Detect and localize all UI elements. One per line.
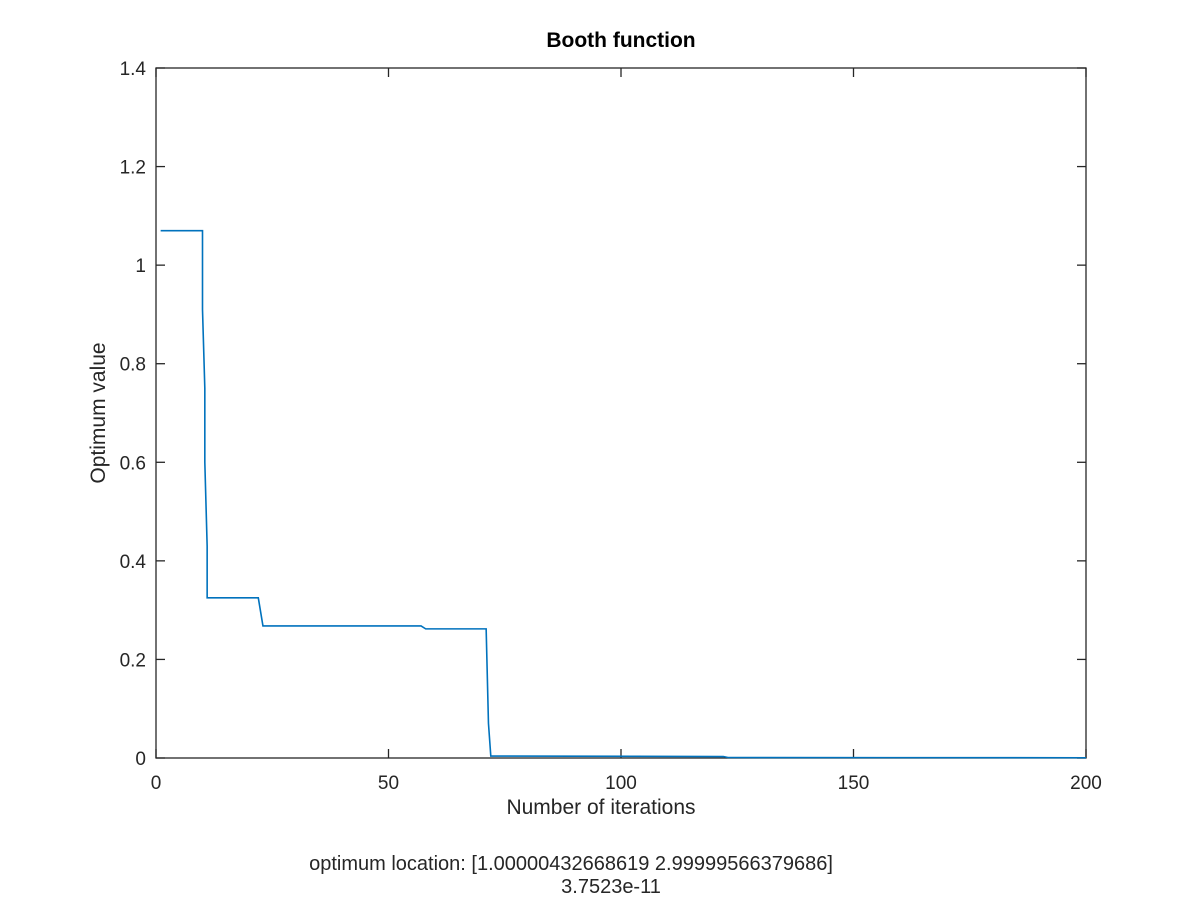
x-axis-label: Number of iterations	[506, 796, 695, 819]
chart-title: Booth function	[546, 29, 695, 52]
y-tick-label: 0.2	[120, 650, 146, 671]
x-tick-label: 200	[1070, 773, 1102, 794]
x-tick-label: 150	[838, 773, 870, 794]
y-tick-label: 0.8	[120, 355, 146, 376]
y-tick-label: 1.4	[120, 59, 147, 80]
y-tick-label: 0	[135, 749, 146, 770]
y-tick-labels: 0 0.2 0.4 0.6 0.8 1 1.2 1.4	[120, 59, 147, 770]
x-tick-labels: 0 50 100 150 200	[151, 773, 1102, 794]
x-tick-label: 0	[151, 773, 162, 794]
series-line	[160, 229, 1087, 759]
plot-area	[155, 67, 1087, 759]
y-tick-label: 1.2	[120, 158, 146, 179]
optimum-location-text: optimum location: [1.00000432668619 2.99…	[309, 853, 833, 875]
x-tick-label: 50	[378, 773, 399, 794]
optimum-value-text: 3.7523e-11	[561, 876, 661, 898]
x-tick-label: 100	[605, 773, 637, 794]
y-axis-label: Optimum value	[87, 342, 110, 483]
y-tick-label: 1	[135, 256, 146, 277]
y-tick-label: 0.4	[120, 552, 147, 573]
y-tick-label: 0.6	[120, 453, 146, 474]
